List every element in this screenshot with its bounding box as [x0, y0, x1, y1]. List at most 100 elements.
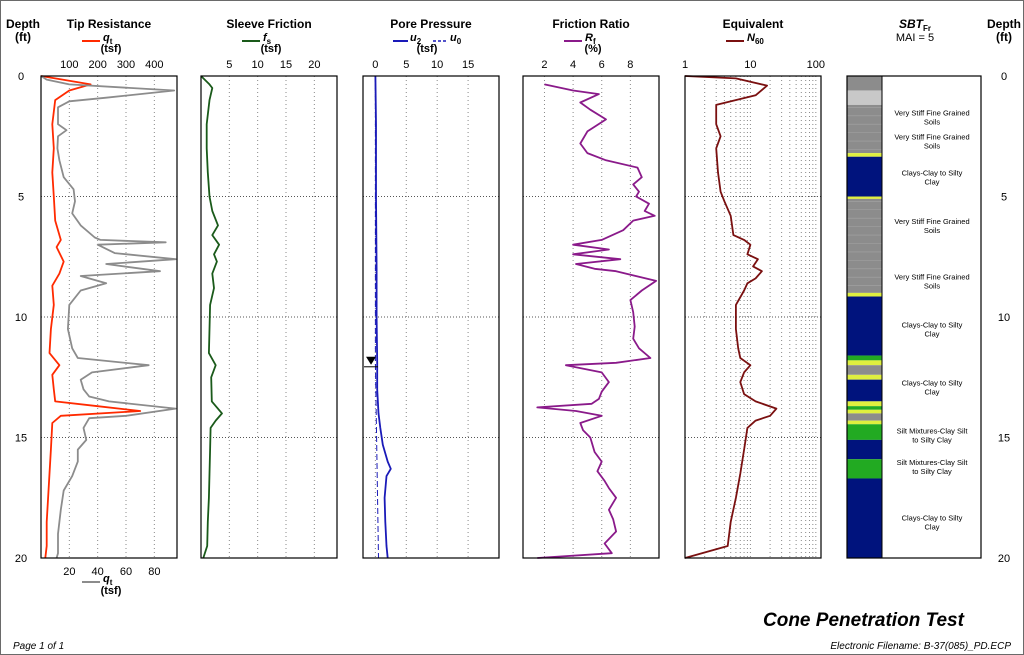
sbt-frame	[846, 75, 982, 559]
series-line-pore-0	[374, 75, 392, 559]
bottom-tick-label: 80	[148, 566, 160, 578]
depth-axis-title-left: Depth	[6, 17, 40, 31]
sbt-label: Very Stiff Fine Grained Soils	[894, 217, 969, 235]
sbt-band-green	[847, 406, 882, 410]
sbt-band-yellow	[847, 374, 882, 380]
track-unit-bottom: (tsf)	[101, 585, 122, 597]
depth-tick-left: 0	[18, 71, 24, 83]
sbt-band-yellow	[847, 153, 882, 157]
sbt-band-yellow	[847, 360, 882, 366]
sbt-band-navy	[847, 478, 882, 558]
bottom-tick-label: 40	[92, 566, 104, 578]
x-tick-label-sleeve: 10	[252, 59, 264, 71]
depth-tick-right: 20	[998, 553, 1010, 565]
x-tick-label-tip: 400	[145, 59, 163, 71]
series-line-tip-1	[40, 75, 177, 559]
page-number: Page 1 of 1	[13, 641, 65, 652]
sbt-band-gray	[847, 104, 882, 154]
sbt-band-light	[847, 90, 882, 105]
series-line-fr-0	[536, 83, 657, 559]
depth-tick-right: 0	[1001, 71, 1007, 83]
track-frame-n60	[684, 75, 822, 559]
x-tick-label-sleeve: 15	[280, 59, 292, 71]
sbt-mai: MAI = 5	[896, 32, 934, 44]
water-table-marker	[366, 356, 377, 365]
track-title-pore: Pore Pressure	[390, 17, 472, 31]
sbt-band-navy	[847, 379, 882, 402]
sbt-title: SBTFr	[899, 17, 931, 33]
electronic-filename: Electronic Filename: B-37(085)_PD.ECP	[830, 641, 1011, 652]
sbt-label: Very Stiff Fine Grained Soils	[894, 108, 969, 126]
series-line-sleeve-0	[200, 75, 223, 559]
sbt-band-gray	[847, 413, 882, 421]
x-tick-label-fr: 8	[627, 59, 633, 71]
sbt-label: Clays-Clay to Silty Clay	[902, 513, 963, 531]
series-line-pore-1	[374, 76, 379, 559]
x-tick-label-tip: 100	[60, 59, 78, 71]
depth-axis-unit-left: (ft)	[15, 30, 31, 44]
x-tick-label-fr: 6	[599, 59, 605, 71]
x-tick-label-pore: 15	[462, 59, 474, 71]
sbt-label: Silt Mixtures-Clay Silt to Silty Clay	[897, 458, 969, 476]
sbt-band-green	[847, 355, 882, 361]
depth-tick-right: 5	[1001, 192, 1007, 204]
sbt-band-yellow	[847, 401, 882, 407]
sbt-band-navy	[847, 439, 882, 460]
depth-tick-left: 10	[15, 312, 27, 324]
x-tick-label-n60: 10	[744, 59, 756, 71]
sbt-label: Silt Mixtures-Clay Silt to Silty Clay	[897, 427, 969, 445]
sbt-label: Clays-Clay to Silty Clay	[902, 321, 963, 339]
depth-tick-left: 20	[15, 553, 27, 565]
track-frame-sleeve	[200, 75, 338, 559]
sbt-band-green	[847, 459, 882, 479]
depth-axis-unit-right: (ft)	[996, 30, 1012, 44]
depth-tick-left: 5	[18, 192, 24, 204]
legend-label-qt-bottom: qt	[103, 573, 113, 587]
depth-tick-right: 10	[998, 312, 1010, 324]
x-tick-label-pore: 5	[403, 59, 409, 71]
x-tick-label-pore: 0	[372, 59, 378, 71]
bottom-tick-label: 20	[63, 566, 75, 578]
track-unit-sleeve: (tsf)	[261, 43, 282, 55]
sbt-band-yellow	[847, 409, 882, 414]
sbt-band-yellow	[847, 292, 882, 297]
track-frame-pore	[362, 75, 500, 559]
report-title: Cone Penetration Test	[763, 610, 964, 631]
track-title-tip: Tip Resistance	[67, 17, 152, 31]
x-tick-label-tip: 300	[117, 59, 135, 71]
x-tick-label-fr: 4	[570, 59, 576, 71]
depth-tick-left: 15	[15, 433, 27, 445]
track-frame-fr	[522, 75, 660, 559]
legend-label-sleeve: fs	[263, 32, 272, 46]
sbt-band-gray	[847, 198, 882, 293]
sbt-band-green	[847, 424, 882, 440]
x-tick-label-n60: 1	[682, 59, 688, 71]
legend-label-tip: qt	[103, 32, 113, 46]
sbt-band-navy	[847, 296, 882, 356]
track-unit-tip: (tsf)	[101, 43, 122, 55]
sbt-label: Clays-Clay to Silty Clay	[902, 378, 963, 396]
x-tick-label-fr: 2	[541, 59, 547, 71]
track-title-fr: Friction Ratio	[552, 17, 629, 31]
sbt-band-yellow	[847, 196, 882, 199]
x-tick-label-sleeve: 20	[308, 59, 320, 71]
sbt-label: Very Stiff Fine Grained Soils	[894, 272, 969, 290]
x-tick-label-n60: 100	[807, 59, 825, 71]
sbt-label: Very Stiff Fine Grained Soils	[894, 133, 969, 151]
sbt-band-yellow	[847, 420, 882, 425]
legend-label-n60: N60	[747, 32, 764, 46]
depth-axis-title-right: Depth	[987, 17, 1021, 31]
track-title-sleeve: Sleeve Friction	[226, 17, 311, 31]
legend-label-fr: Rf	[585, 32, 596, 46]
track-frame-tip	[40, 75, 178, 559]
depth-tick-right: 15	[998, 433, 1010, 445]
sbt-band-gray	[847, 365, 882, 375]
x-tick-label-sleeve: 5	[226, 59, 232, 71]
